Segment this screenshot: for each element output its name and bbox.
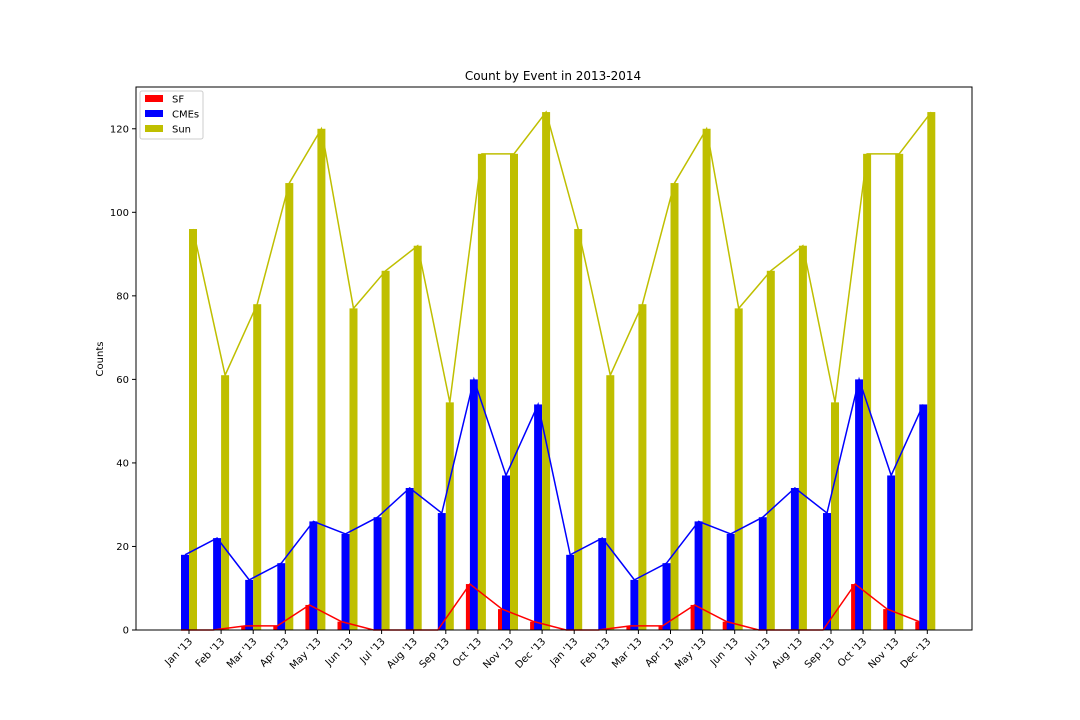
bar-cmes-15 — [662, 563, 671, 630]
bar-cmes-14 — [630, 579, 639, 630]
legend-label-cmes: CMEs — [172, 110, 199, 121]
bar-cmes-2 — [245, 579, 254, 630]
bar-sun-16 — [702, 128, 711, 630]
bar-cmes-11 — [534, 404, 543, 630]
bar-cmes-19 — [790, 487, 799, 630]
legend-swatch-sun — [145, 125, 163, 132]
legend-swatch-cmes — [145, 110, 163, 117]
bar-sun-11 — [542, 112, 551, 631]
bar-cmes-3 — [277, 563, 286, 630]
bar-sun-4 — [317, 128, 326, 630]
y-tick-label-80: 80 — [116, 291, 129, 302]
bar-sun-12 — [574, 229, 583, 630]
bar-sun-17 — [734, 308, 743, 630]
legend-label-sf: SF — [172, 95, 184, 106]
bar-cmes-10 — [502, 475, 510, 630]
y-axis-label: Counts — [95, 342, 106, 377]
bar-cmes-18 — [758, 517, 767, 630]
y-tick-label-120: 120 — [110, 124, 129, 135]
bar-cmes-23 — [919, 404, 928, 630]
bar-sun-5 — [349, 308, 358, 630]
bar-sun-15 — [670, 183, 679, 631]
legend-label-sun: Sun — [172, 125, 191, 136]
y-axis: 0 20 40 60 80 100 120 — [110, 124, 136, 637]
bar-cmes-22 — [887, 475, 896, 630]
bar-sun-6 — [381, 270, 390, 630]
legend-swatch-sf — [145, 95, 163, 102]
plot-frame — [135, 86, 973, 631]
bars-layer — [181, 112, 936, 631]
y-tick-label-100: 100 — [110, 208, 129, 219]
bar-cmes-20 — [823, 513, 831, 630]
legend: SF CMEs Sun — [139, 90, 204, 140]
bar-sun-13 — [606, 375, 615, 630]
bar-cmes-13 — [598, 538, 607, 630]
bar-sun-8 — [445, 402, 454, 630]
bar-sun-1 — [221, 375, 230, 630]
bar-cmes-7 — [405, 487, 414, 630]
bar-sun-21 — [863, 153, 872, 631]
bar-sun-20 — [831, 402, 839, 630]
bar-cmes-1 — [213, 538, 222, 630]
bar-sun-19 — [798, 245, 807, 630]
bar-cmes-6 — [373, 517, 382, 630]
bar-sun-18 — [766, 270, 775, 630]
bar-cmes-12 — [566, 554, 575, 630]
bar-cmes-9 — [469, 379, 478, 630]
y-tick-label-40: 40 — [116, 458, 129, 469]
bar-cmes-8 — [437, 513, 446, 630]
y-tick-label-60: 60 — [116, 375, 129, 386]
bar-sun-14 — [638, 304, 647, 630]
bar-cmes-0 — [181, 554, 189, 630]
bar-cmes-4 — [309, 521, 318, 630]
bar-cmes-21 — [855, 379, 864, 630]
line-sun — [192, 110, 932, 403]
bar-cmes-16 — [694, 521, 703, 630]
bar-cmes-5 — [341, 533, 350, 630]
bar-sun-23 — [927, 112, 936, 631]
bar-sun-22 — [895, 153, 904, 631]
y-tick-label-0: 0 — [123, 626, 129, 637]
y-tick-label-20: 20 — [116, 542, 129, 553]
line-cmes — [184, 376, 924, 581]
bar-sun-7 — [413, 245, 422, 630]
chart-title: Count by Event in 2013-2014 — [465, 69, 641, 83]
bar-sun-2 — [253, 304, 262, 630]
bar-sun-9 — [477, 153, 486, 631]
bar-sun-3 — [285, 183, 294, 631]
bar-sun-10 — [510, 153, 518, 631]
bar-sun-0 — [189, 229, 197, 630]
bar-cmes-17 — [726, 533, 735, 630]
